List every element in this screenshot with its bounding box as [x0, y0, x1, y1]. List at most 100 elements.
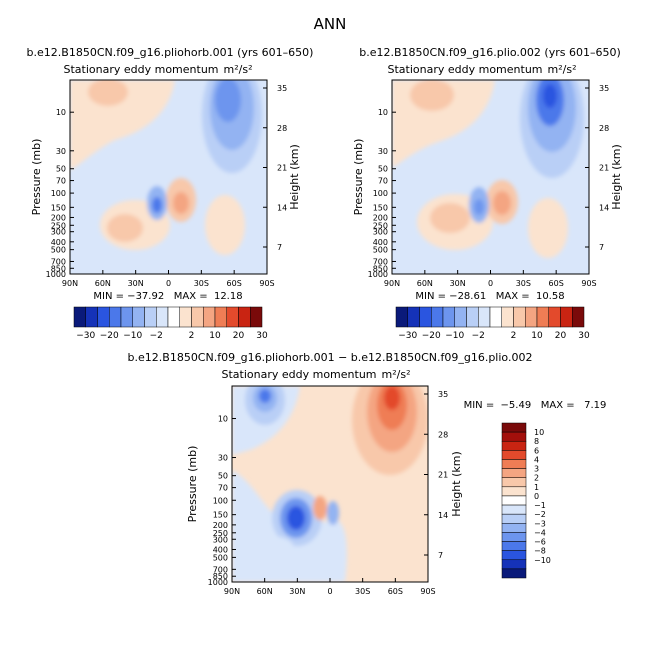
- height-tick-label: 14: [277, 203, 287, 212]
- colorbar-label: −8: [534, 547, 546, 556]
- panel-3-y2label: Height (km): [450, 451, 463, 517]
- colorbar-label: 2: [534, 474, 539, 483]
- colorbar-swatch: [395, 306, 408, 328]
- colorbar-swatch: [179, 306, 192, 328]
- pressure-tick-label: 850: [213, 572, 228, 581]
- x-tick-label: 30N: [289, 587, 305, 596]
- colorbar-swatch: [419, 306, 432, 328]
- pressure-tick-label: 30: [378, 147, 388, 156]
- x-tick-label: 90S: [581, 279, 596, 288]
- pressure-tick-label: 400: [213, 545, 228, 554]
- pressure-tick-label: 10: [56, 108, 66, 117]
- panel-1-ylabel: Pressure (mb): [30, 139, 43, 216]
- pressure-tick-label: 700: [51, 257, 66, 266]
- panel-3-sh-positive-peak: [384, 386, 400, 410]
- colorbar-swatch: [501, 468, 527, 478]
- x-tick-label: 60N: [417, 279, 433, 288]
- pressure-tick-label: 250: [373, 221, 388, 230]
- pressure-tick-label: 10: [378, 108, 388, 117]
- colorbar-swatch: [214, 306, 227, 328]
- colorbar-swatch: [501, 459, 527, 469]
- colorbar-swatch: [501, 495, 527, 506]
- panel-3-lower-negative: [250, 536, 294, 560]
- panel-2-tropical-negative-core: [474, 199, 484, 215]
- colorbar-swatch: [156, 306, 169, 328]
- panel-2-jet-negative-peak: [543, 84, 557, 108]
- colorbar-swatch: [97, 306, 110, 328]
- colorbar-swatch: [501, 550, 527, 561]
- colorbar-label: 10: [209, 331, 221, 341]
- panel-3-title: b.e12.B1850CN.f09_g16.pliohorb.001 − b.e…: [128, 351, 533, 364]
- pressure-tick-label: 400: [51, 238, 66, 247]
- panel-2-title: b.e12.B1850CN.f09_g16.plio.002 (yrs 601–…: [359, 46, 621, 59]
- x-tick-label: 60S: [227, 279, 242, 288]
- colorbar-label: 3: [534, 465, 539, 474]
- x-tick-label: 30S: [355, 587, 370, 596]
- pressure-tick-label: 850: [373, 264, 388, 273]
- panel-3-axes: 90N 60N 30N 0 30S 60S 90S103050701001502002503…: [208, 390, 449, 596]
- pressure-tick-label: 400: [373, 238, 388, 247]
- height-tick-label: 21: [277, 164, 287, 173]
- panel-2: b.e12.B1850CN.f09_g16.plio.002 (yrs 601–…: [352, 46, 623, 341]
- colorbar-label: −4: [534, 528, 546, 537]
- colorbar-label: −1: [534, 501, 546, 510]
- panel-1-high-lat-north: [88, 80, 128, 106]
- height-tick-label: 14: [599, 203, 609, 212]
- panel-2-y2label: Height (km): [610, 144, 623, 210]
- panel-1-field: [70, 80, 267, 274]
- pressure-tick-label: 70: [56, 177, 66, 186]
- pressure-tick-label: 300: [51, 228, 66, 237]
- panel-2-axes: 90N 60N 30N 0 30S 60S 90S103050701001502002503…: [368, 84, 610, 288]
- colorbar-swatch: [226, 306, 239, 328]
- pressure-tick-label: 50: [56, 165, 66, 174]
- colorbar-swatch: [501, 532, 527, 542]
- pressure-tick-label: 200: [213, 521, 228, 530]
- colorbar-swatch: [167, 306, 180, 328]
- colorbar-label: 4: [534, 455, 539, 464]
- colorbar-label: −2: [472, 331, 485, 341]
- pressure-tick-label: 70: [218, 484, 228, 493]
- colorbar-swatch: [85, 306, 98, 328]
- pressure-tick-label: 250: [51, 221, 66, 230]
- height-tick-label: 28: [438, 430, 448, 439]
- panel-1-jet-negative-core: [215, 80, 241, 122]
- x-tick-label: 60S: [549, 279, 564, 288]
- x-tick-label: 90N: [62, 279, 78, 288]
- panel-2-colorbar: −30 −20 −10 −2 2 10 20 30: [395, 306, 590, 341]
- panel-2-subtitle: Stationary eddy momentum m²/s²: [388, 63, 577, 76]
- panel-2-lower-positive-core: [430, 203, 470, 233]
- colorbar-swatch: [501, 504, 527, 515]
- x-tick-label: 0: [327, 587, 332, 596]
- pressure-tick-label: 500: [51, 246, 66, 255]
- figure-title: ANN: [314, 15, 347, 33]
- x-tick-label: 30S: [516, 279, 531, 288]
- colorbar-swatch: [501, 477, 527, 488]
- height-tick-label: 7: [438, 551, 443, 560]
- panel-3-equator-negative: [327, 501, 339, 525]
- panel-1-title: b.e12.B1850CN.f09_g16.pliohorb.001 (yrs …: [27, 46, 314, 59]
- colorbar-label: −6: [534, 538, 546, 547]
- panel-3-tropical-positive: [313, 496, 327, 520]
- colorbar-swatch: [501, 486, 527, 497]
- x-tick-label: 30S: [194, 279, 209, 288]
- panel-3-stats: MIN = −5.49 MAX = 7.19: [464, 400, 607, 411]
- colorbar-label: −3: [534, 519, 546, 528]
- pressure-tick-label: 200: [373, 213, 388, 222]
- panel-2-field: [392, 80, 589, 274]
- colorbar-label: 2: [189, 331, 195, 341]
- colorbar-swatch: [489, 306, 502, 328]
- colorbar-label: −10: [123, 331, 142, 341]
- colorbar-label: 30: [578, 331, 590, 341]
- colorbar-label: 2: [511, 331, 517, 341]
- x-tick-label: 90N: [224, 587, 240, 596]
- height-tick-label: 21: [599, 164, 609, 173]
- pressure-tick-label: 700: [213, 565, 228, 574]
- panel-1-axes: 90N 60N 30N 0 30S 60S 90S103050701001502002503…: [46, 84, 288, 288]
- pressure-tick-label: 70: [378, 177, 388, 186]
- panel-3: b.e12.B1850CN.f09_g16.pliohorb.001 − b.e…: [128, 351, 607, 596]
- colorbar-swatch: [536, 306, 549, 328]
- pressure-tick-label: 50: [218, 472, 228, 481]
- colorbar-label: 10: [531, 331, 543, 341]
- x-tick-label: 90S: [259, 279, 274, 288]
